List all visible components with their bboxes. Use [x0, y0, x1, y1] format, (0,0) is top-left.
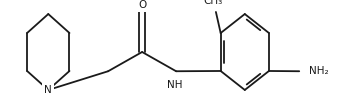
Text: NH₂: NH₂ — [309, 66, 329, 76]
Text: N: N — [45, 85, 52, 95]
Text: O: O — [138, 0, 146, 10]
Text: NH: NH — [167, 80, 182, 90]
Text: CH₃: CH₃ — [203, 0, 222, 6]
